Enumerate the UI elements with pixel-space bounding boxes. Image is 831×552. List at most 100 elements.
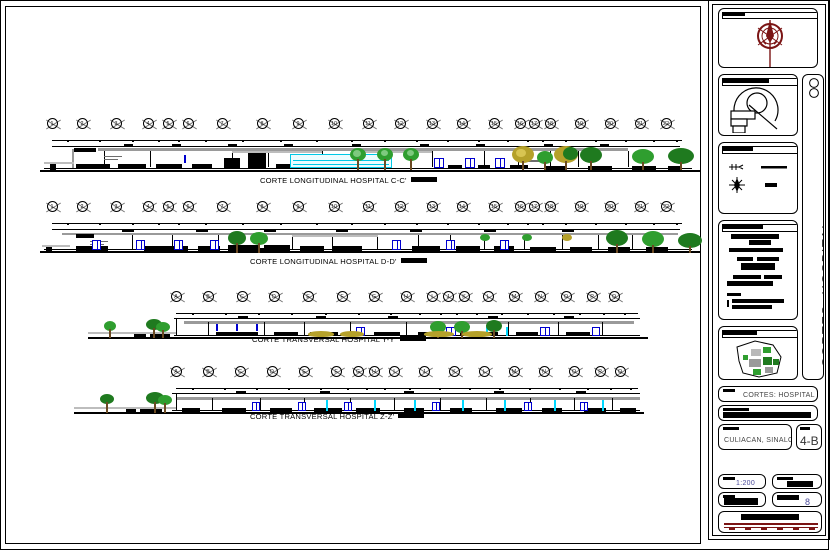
notes-line [733,275,761,279]
partition [484,235,485,250]
partition [260,398,261,411]
ground-line [40,170,700,172]
project-name-value: CORTES: HOSPITAL [743,392,815,399]
grid-bubble: H [399,291,415,303]
grade-fill [126,409,136,413]
wall-fill [222,408,246,412]
tree [522,234,532,242]
axis-tick [384,388,386,390]
project-name-cell[interactable]: CORTES: HOSPITAL [718,386,818,402]
partition [524,235,525,250]
grid-bubble: P [593,366,609,378]
parapet [336,229,348,232]
grid-bubble: O [559,291,575,303]
wall-fill [542,408,562,412]
partition [394,398,395,411]
grid-bubble: 4 [141,118,157,130]
sheet-number-cell[interactable]: 8 [772,492,822,507]
parapet [352,144,361,147]
interior-beam [104,156,122,157]
grid-bubble-row-d-d: 12345678910111213141516171819202122 [32,201,692,227]
grid-bubble: 7 [215,118,231,130]
grid-bubble: 15 [487,201,503,213]
logo-icon [730,87,779,133]
wall-fill [516,332,538,336]
axis-tick [99,140,101,142]
grade-fill [140,409,162,413]
axis-tick [158,223,160,225]
signature-tick [777,528,783,530]
parapet [420,144,429,147]
grid-bubble: 3 [109,201,125,213]
tree [580,147,602,170]
parapet [228,144,237,147]
grid-bubble: A [169,291,185,303]
notes-line [764,275,782,279]
roof-slab [176,397,640,400]
vertical-title-text: CORTES: HOSPITAL [819,220,824,367]
wall-fill [216,332,258,336]
grid-bubble: O [567,366,583,378]
axis-tick [456,313,458,315]
axis-tick [559,388,561,390]
client-cell[interactable] [718,405,818,421]
partition [292,235,293,250]
signature-title-fill [741,514,799,520]
grid-bubble: A [169,366,185,378]
axis-tick [565,140,567,142]
sheet-code-cell[interactable]: 4-B [796,424,822,450]
grid-bubble: I [425,291,441,303]
signature-tick [761,528,767,530]
water-feature [290,154,392,168]
symbols-legend-cell [718,142,798,214]
window-cyan [462,400,464,411]
grid-bubble: L [481,291,497,303]
strip-ring-icon [809,78,819,98]
wall-fill [588,166,612,170]
partition [484,151,485,167]
floor-line [44,249,692,250]
grid-bubble: 1 [45,118,61,130]
parapet [388,316,398,319]
date-cell[interactable] [772,474,822,489]
grade-fill [150,334,170,338]
window [92,240,101,250]
tree [632,149,654,170]
axis-tick [579,313,581,315]
axis-tick [478,223,480,225]
site-grade-left [88,332,176,334]
partition [150,151,151,167]
grid-bubble: P [585,291,601,303]
axis-tick [440,313,442,315]
drawn-by-cell[interactable] [718,492,766,507]
partition [332,235,333,250]
grid-bubble: D [265,366,281,378]
grid-bubble: K [457,291,473,303]
section-label-d-d: CORTE LONGITUDINAL HOSPITAL D-D' [250,257,427,266]
label-underline-bar [410,177,437,182]
axis-tick [447,223,449,225]
axis-tick [224,388,226,390]
axis-tick [158,140,160,142]
partition [602,322,603,336]
grid-bubble: 12 [393,118,409,130]
sheetno-field-label-fill [777,495,799,500]
grid-bubble: 1 [45,201,61,213]
floor-line [174,335,640,336]
axis-tick [419,313,421,315]
grid-bubble: D [267,291,283,303]
partition [628,151,629,167]
location-cell[interactable]: CULIACAN, SINALOA [718,424,792,450]
tree [562,234,572,242]
wall-fill [192,164,212,169]
axis-tick [192,313,194,315]
partition [440,398,441,411]
section-label-text: CORTE LONGITUDINAL HOSPITAL C-C' [260,176,407,185]
grid-bubble: 2 [75,201,91,213]
floor-line [44,168,692,169]
roof-line [174,318,640,319]
window [434,158,444,168]
parapet [122,229,134,232]
scale-cell[interactable]: 1:200 [718,474,766,489]
